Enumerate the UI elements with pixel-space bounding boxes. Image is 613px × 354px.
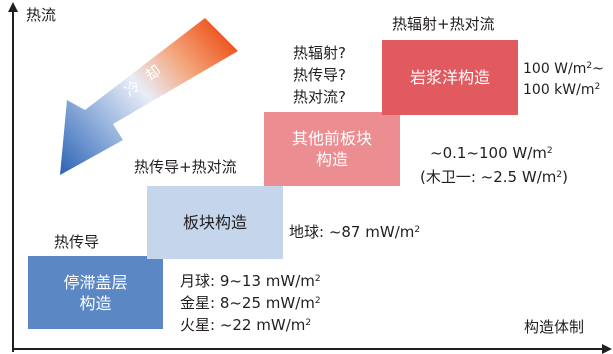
- pre-plate-label-1: 其他前板块: [291, 129, 372, 148]
- magma-ocean-label: 岩浆洋构造: [409, 68, 490, 87]
- x-axis-arrowhead: [602, 344, 612, 354]
- pre-plate-heat-flow: ~0.1~100 W/m2: [430, 144, 553, 162]
- cooling-arrow-shape: [60, 18, 238, 175]
- magma-ocean-mechanism: 热辐射+热对流: [392, 15, 495, 33]
- pre-plate-mechanism-1: 热辐射?: [293, 44, 346, 62]
- magma-ocean-heat-flow-1: 100 W/m2~: [523, 61, 604, 77]
- stagnant-lid-mechanism: 热传导: [54, 233, 100, 251]
- pre-plate-mechanism-2: 热传导?: [293, 66, 346, 84]
- earth-heat-flow: 地球: ~87 mW/m2: [289, 223, 421, 241]
- pre-plate-box: 其他前板块 构造: [264, 112, 400, 186]
- y-axis-arrowhead: [8, 2, 18, 12]
- magma-ocean-box: 岩浆洋构造: [382, 40, 518, 115]
- y-axis-label: 热流: [26, 6, 57, 24]
- stagnant-lid-label-1: 停滞盖层: [63, 272, 128, 292]
- magma-ocean-heat-flow-2: 100 kW/m2: [523, 82, 601, 98]
- pre-plate-mechanism-3: 热对流?: [293, 88, 346, 106]
- plate-mechanism: 热传导+热对流: [134, 158, 237, 176]
- plate-tectonics-box: 板块构造: [147, 186, 283, 259]
- plate-tectonics-label: 板块构造: [182, 213, 247, 232]
- io-heat-flow: (木卫一: ~2.5 W/m2): [420, 168, 568, 186]
- mars-heat-flow: 火星: ~22 mW/m2: [180, 316, 312, 334]
- stagnant-lid-box: 停滞盖层 构造: [28, 256, 163, 329]
- venus-heat-flow: 金星: 8~25 mW/m2: [180, 294, 321, 312]
- moon-heat-flow: 月球: 9~13 mW/m2: [180, 272, 321, 290]
- pre-plate-label-2: 构造: [315, 150, 348, 169]
- stagnant-lid-label-2: 构造: [79, 293, 112, 313]
- x-axis-label: 构造体制: [524, 318, 585, 336]
